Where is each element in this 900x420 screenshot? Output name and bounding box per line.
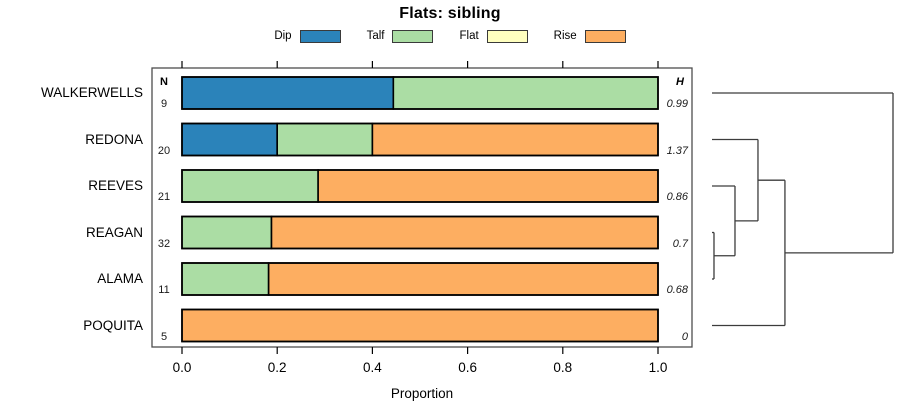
x-tick-label: 0.0	[172, 360, 192, 375]
n-column-header: N	[160, 76, 168, 88]
bar-segment-rise	[267, 262, 659, 296]
x-tick-label: 0.6	[458, 360, 477, 375]
bar-outline	[181, 76, 659, 110]
n-value-reeves: 21	[157, 191, 171, 203]
bar-outline	[181, 215, 659, 250]
x-tick-label: 0.8	[553, 360, 573, 375]
legend-item-rise: Rise	[553, 29, 626, 43]
bar-segment-dip	[181, 76, 395, 110]
legend-label-rise: Rise	[553, 30, 577, 42]
h-value-reagan: 0.7	[672, 237, 688, 250]
h-column-header: H	[676, 76, 684, 88]
legend-label-dip: Dip	[274, 30, 292, 42]
legend-item-talf: Talf	[366, 29, 434, 43]
legend-item-flat: Flat	[459, 29, 528, 43]
legend-swatch-flat	[486, 29, 528, 43]
h-value-alama: 0.68	[666, 284, 688, 296]
plot-frame	[151, 67, 693, 348]
bar-segment-talf	[392, 76, 659, 110]
n-value-redona: 20	[157, 144, 171, 157]
bar-outline	[181, 262, 659, 296]
n-value-poquita: 5	[160, 330, 168, 343]
bar-outline	[181, 308, 659, 343]
bar-segment-talf	[181, 215, 273, 250]
bar-segment-dip	[181, 122, 278, 157]
legend-label-flat: Flat	[459, 30, 479, 42]
row-label-redona: REDONA	[85, 131, 143, 147]
h-value-reeves: 0.86	[666, 191, 688, 203]
legend-swatch-dip	[299, 29, 341, 43]
bar-outline	[181, 122, 659, 157]
legend: Dip Talf Flat Rise	[0, 27, 900, 45]
row-label-alama: ALAMA	[97, 271, 143, 286]
chart-title: Flats: sibling	[399, 5, 501, 22]
bar-segment-talf	[181, 169, 319, 203]
bar-segment-talf	[181, 262, 270, 296]
row-label-walkerwells: WALKERWELLS	[40, 85, 143, 100]
legend-swatch-talf	[392, 29, 434, 43]
bar-segment-talf	[276, 122, 374, 157]
legend-label-talf: Talf	[366, 30, 385, 42]
bar-segment-rise	[181, 308, 659, 343]
bar-outline	[181, 169, 659, 203]
row-label-poquita: POQUITA	[83, 317, 143, 333]
bar-segment-rise	[270, 215, 659, 250]
x-tick-label: 1.0	[648, 360, 668, 375]
x-axis-title: Proportion	[390, 386, 454, 401]
bar-segment-rise	[317, 169, 659, 203]
h-value-walkerwells: 0.99	[666, 98, 688, 110]
n-value-alama: 11	[158, 284, 170, 296]
h-value-redona: 1.37	[666, 144, 688, 157]
bar-segment-rise	[371, 122, 659, 157]
n-value-reagan: 32	[157, 237, 171, 250]
row-label-reagan: REAGAN	[85, 224, 143, 240]
h-value-poquita: 0	[681, 330, 688, 343]
legend-swatch-rise	[584, 29, 626, 43]
legend-item-dip: Dip	[274, 29, 341, 43]
n-value-walkerwells: 9	[160, 98, 168, 110]
x-tick-label: 0.2	[267, 360, 287, 375]
x-tick-label: 0.4	[363, 360, 382, 375]
row-label-reeves: REEVES	[88, 178, 143, 193]
